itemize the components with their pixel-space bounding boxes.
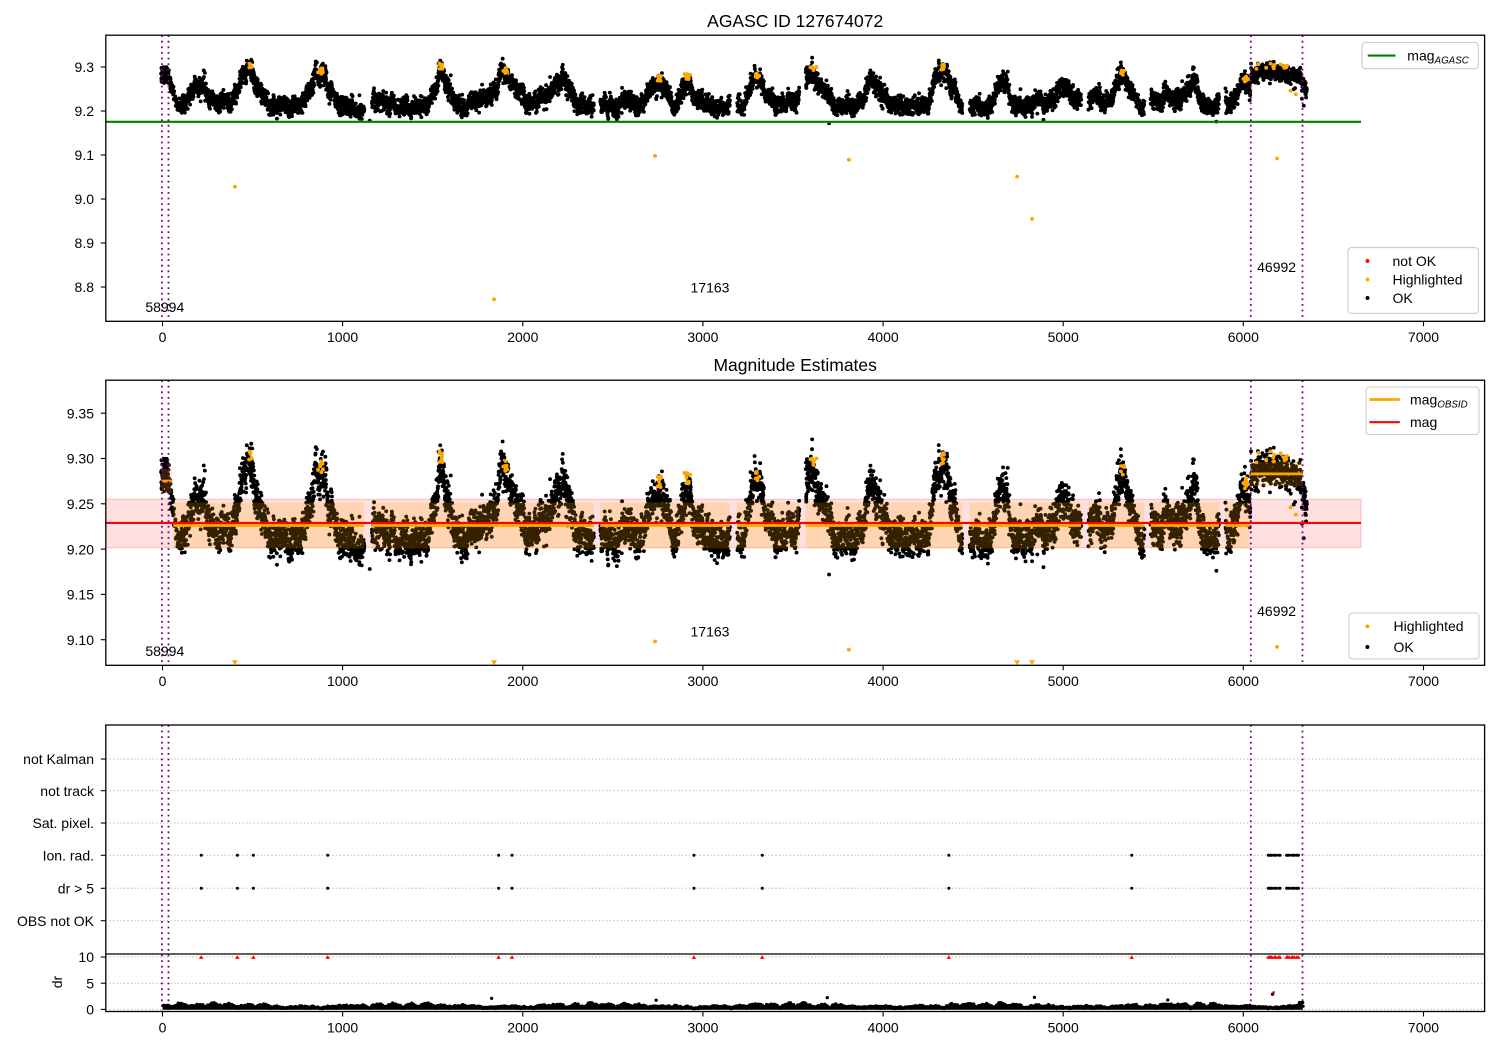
svg-text:dr: dr <box>49 975 65 988</box>
svg-text:7000: 7000 <box>1408 673 1439 689</box>
svg-text:mag: mag <box>1410 414 1437 430</box>
svg-text:1000: 1000 <box>327 1019 358 1035</box>
svg-text:2000: 2000 <box>507 673 538 689</box>
svg-text:10: 10 <box>78 949 94 965</box>
svg-text:7000: 7000 <box>1408 329 1439 345</box>
svg-text:2000: 2000 <box>507 329 538 345</box>
svg-text:4000: 4000 <box>868 673 899 689</box>
svg-text:5000: 5000 <box>1048 329 1079 345</box>
svg-text:9.30: 9.30 <box>67 451 94 467</box>
svg-text:5000: 5000 <box>1048 673 1079 689</box>
svg-text:58994: 58994 <box>145 643 184 659</box>
svg-text:9.2: 9.2 <box>75 103 95 119</box>
svg-text:7000: 7000 <box>1408 1019 1439 1035</box>
svg-text:9.20: 9.20 <box>67 541 94 557</box>
svg-text:5: 5 <box>86 975 94 991</box>
svg-text:1000: 1000 <box>327 673 358 689</box>
svg-text:3000: 3000 <box>687 673 718 689</box>
svg-text:5000: 5000 <box>1048 1019 1079 1035</box>
svg-text:9.25: 9.25 <box>67 496 94 512</box>
svg-text:4000: 4000 <box>868 329 899 345</box>
svg-text:OK: OK <box>1394 639 1415 655</box>
svg-text:0: 0 <box>159 673 167 689</box>
svg-text:Highlighted: Highlighted <box>1393 271 1463 287</box>
svg-text:17163: 17163 <box>691 624 730 640</box>
svg-text:9.1: 9.1 <box>75 147 95 163</box>
svg-text:0: 0 <box>86 1002 94 1018</box>
svg-text:OK: OK <box>1393 290 1414 306</box>
svg-text:1000: 1000 <box>327 329 358 345</box>
svg-text:46992: 46992 <box>1257 259 1296 275</box>
svg-text:9.10: 9.10 <box>67 632 94 648</box>
svg-text:9.3: 9.3 <box>75 59 95 75</box>
svg-text:not track: not track <box>40 783 95 799</box>
svg-text:4000: 4000 <box>868 1019 899 1035</box>
svg-text:Ion. rad.: Ion. rad. <box>43 848 94 864</box>
svg-text:Magnitude Estimates: Magnitude Estimates <box>713 355 877 375</box>
svg-text:58994: 58994 <box>145 299 184 315</box>
svg-text:8.8: 8.8 <box>75 279 95 295</box>
svg-text:6000: 6000 <box>1228 673 1259 689</box>
svg-text:not OK: not OK <box>1393 253 1437 269</box>
svg-text:OBS not OK: OBS not OK <box>17 913 95 929</box>
svg-text:6000: 6000 <box>1228 329 1259 345</box>
svg-text:dr > 5: dr > 5 <box>58 881 94 897</box>
svg-text:AGASC ID 127674072: AGASC ID 127674072 <box>707 11 883 31</box>
svg-text:6000: 6000 <box>1228 1019 1259 1035</box>
svg-text:9.15: 9.15 <box>67 587 94 603</box>
svg-text:3000: 3000 <box>687 329 718 345</box>
svg-text:Highlighted: Highlighted <box>1394 618 1464 634</box>
svg-text:9.35: 9.35 <box>67 405 94 421</box>
svg-text:3000: 3000 <box>687 1019 718 1035</box>
svg-text:46992: 46992 <box>1257 603 1296 619</box>
svg-text:Sat. pixel.: Sat. pixel. <box>33 815 94 831</box>
svg-text:2000: 2000 <box>507 1019 538 1035</box>
svg-text:9.0: 9.0 <box>75 191 95 207</box>
svg-text:8.9: 8.9 <box>75 235 95 251</box>
svg-text:0: 0 <box>159 329 167 345</box>
svg-text:not Kalman: not Kalman <box>23 751 94 767</box>
svg-text:0: 0 <box>159 1019 167 1035</box>
svg-text:17163: 17163 <box>691 280 730 296</box>
